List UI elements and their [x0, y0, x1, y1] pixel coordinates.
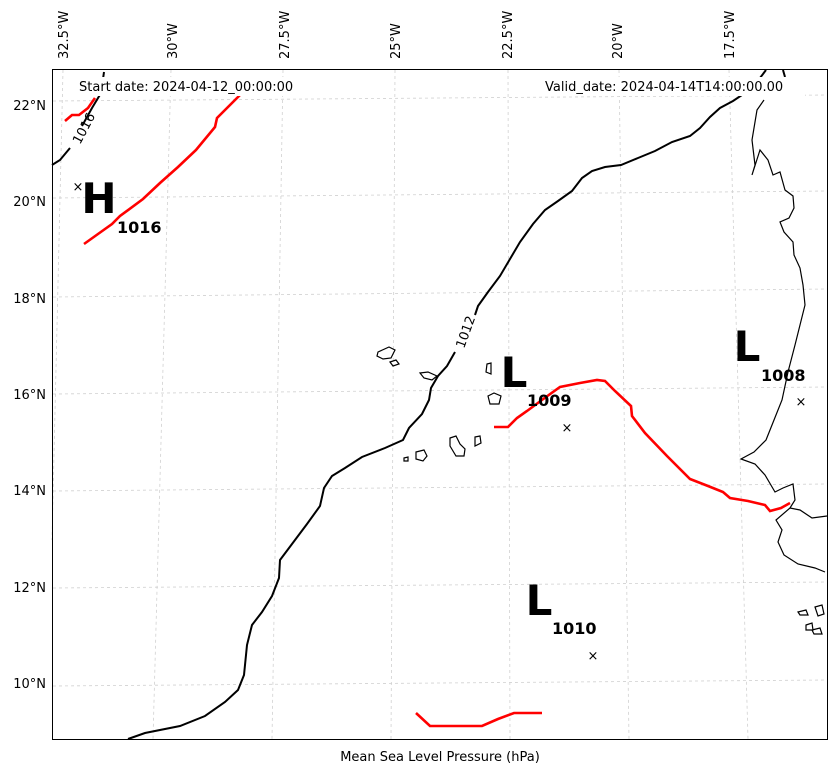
front-northwest	[83, 94, 241, 246]
island-sal	[485, 362, 492, 375]
map-caption: Mean Sea Level Pressure (hPa)	[340, 750, 540, 765]
isobar-1012-east	[474, 69, 767, 316]
lon-tick-label: 22.5°W	[501, 11, 516, 59]
island-fogo	[415, 449, 428, 462]
graticule	[51, 69, 828, 740]
lat-tick-label: 14°N	[13, 484, 46, 499]
lat-tick-label: 18°N	[13, 292, 46, 307]
low-letter: L	[501, 348, 528, 397]
coastlines	[376, 99, 828, 635]
low-value: 1008	[761, 366, 806, 385]
lat-tick-label: 12°N	[13, 581, 46, 596]
lon-tick-labels: 32.5°W 30°W 27.5°W 25°W 22.5°W 20°W 17.5…	[57, 11, 738, 59]
map-frame	[52, 69, 828, 740]
lat-tick-label: 10°N	[13, 677, 46, 692]
island-sao-nicolau	[418, 371, 439, 381]
low-value: 1010	[552, 619, 597, 638]
low-marker: ×	[588, 649, 599, 664]
island-sao-vicente	[389, 359, 400, 367]
isobar-label-1012: 1012	[454, 314, 479, 350]
start-date-bg	[74, 77, 312, 96]
front-northwest-stub	[64, 97, 97, 122]
lon-tick-label: 32.5°W	[57, 11, 72, 59]
lat-tick-label: 22°N	[13, 99, 46, 114]
island-brava	[403, 456, 409, 462]
low-marker: ×	[562, 421, 573, 436]
africa-coastline	[739, 99, 828, 573]
low-letter: L	[734, 322, 761, 371]
low-letter: L	[526, 576, 553, 625]
island-santo-antao	[376, 346, 396, 360]
island-boa-vista	[487, 392, 502, 405]
lon-tick-label: 27.5°W	[278, 11, 293, 59]
isobar-1012-cut	[782, 69, 786, 78]
low-marker: ×	[796, 395, 807, 410]
front-south	[415, 711, 542, 728]
high-marker: ×	[73, 180, 84, 195]
front-central	[494, 378, 791, 513]
lon-tick-label: 20°W	[611, 23, 626, 59]
island-maio	[474, 435, 482, 447]
start-date: Start date: 2024-04-12_00:00:00	[79, 80, 293, 95]
pressure-centers: × H 1016 × L 1009 × L 1008 × L 1010	[73, 174, 807, 664]
isobars	[51, 69, 786, 740]
fronts	[64, 94, 791, 728]
low-value: 1009	[527, 391, 572, 410]
isobar-1012-west	[127, 351, 456, 740]
lat-tick-labels: 22°N 20°N 18°N 16°N 14°N 12°N 10°N	[13, 99, 46, 692]
bijagos-islands	[797, 604, 825, 635]
valid-date: Valid_date: 2024-04-14T14:00:00.00	[545, 80, 783, 95]
lon-tick-label: 17.5°W	[723, 11, 738, 59]
high-letter: H	[81, 174, 116, 223]
lon-tick-label: 25°W	[389, 23, 404, 59]
island-santiago	[449, 435, 466, 457]
high-value: 1016	[117, 218, 162, 237]
lat-tick-label: 20°N	[13, 195, 46, 210]
valid-date-bg	[541, 77, 805, 96]
lon-tick-label: 30°W	[166, 23, 181, 59]
lat-tick-label: 16°N	[13, 388, 46, 403]
